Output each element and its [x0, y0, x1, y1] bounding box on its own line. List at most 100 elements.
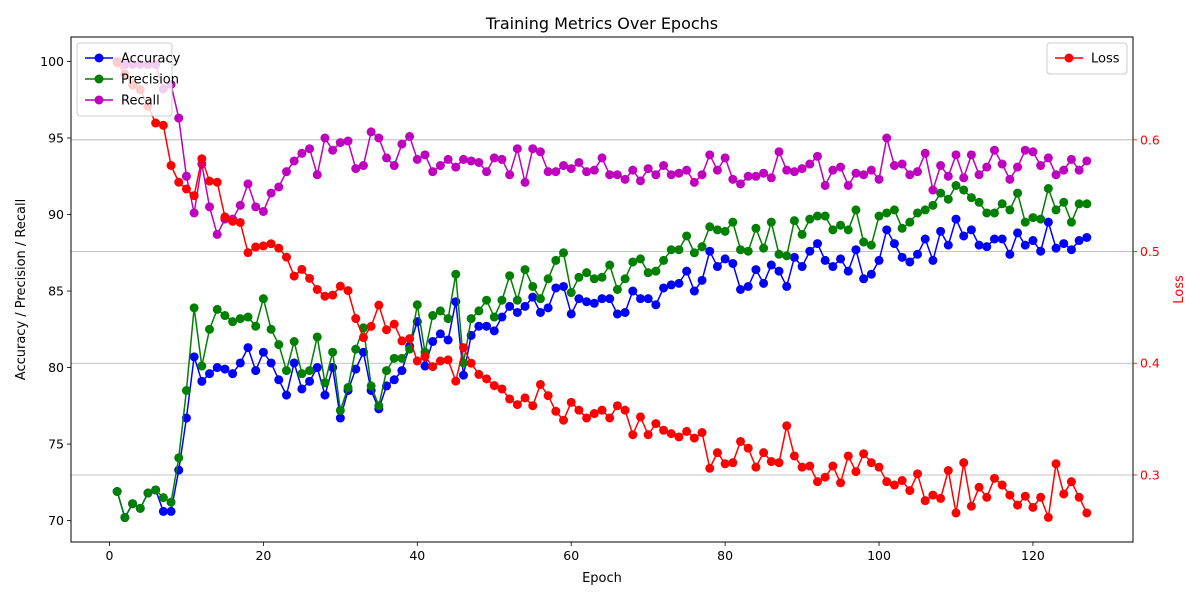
- recall-point: [1051, 170, 1061, 180]
- loss-point: [512, 400, 522, 410]
- loss-point: [258, 241, 268, 251]
- precision-point: [320, 378, 330, 388]
- precision-point: [666, 245, 676, 255]
- precision-point: [805, 214, 815, 224]
- accuracy-point: [697, 275, 707, 285]
- recall-point: [789, 167, 799, 177]
- precision-point: [235, 314, 245, 324]
- loss-point: [489, 381, 499, 391]
- precision-point: [151, 485, 161, 495]
- accuracy-point: [751, 265, 761, 275]
- recall-point: [382, 153, 392, 163]
- recall-point: [389, 161, 399, 171]
- precision-point: [274, 340, 284, 350]
- loss-point: [951, 508, 961, 518]
- precision-point: [874, 211, 884, 221]
- loss-point: [305, 273, 315, 283]
- x-tick-label: 100: [867, 548, 891, 563]
- loss-point: [1036, 492, 1046, 502]
- precision-point: [951, 180, 961, 190]
- recall-point: [320, 133, 330, 143]
- precision-point: [197, 361, 207, 371]
- recall-point: [943, 171, 953, 181]
- recall-point: [328, 145, 338, 155]
- loss-point: [197, 154, 207, 164]
- recall-point: [951, 150, 961, 160]
- recall-point: [335, 138, 345, 148]
- precision-point: [605, 260, 615, 270]
- loss-point: [728, 458, 738, 468]
- recall-point: [1020, 145, 1030, 155]
- recall-point: [812, 151, 822, 161]
- x-tick-label: 60: [563, 548, 579, 563]
- recall-point: [574, 157, 584, 167]
- y-left-tick-label: 100: [40, 54, 64, 69]
- loss-point: [805, 461, 815, 471]
- loss-point: [497, 384, 507, 394]
- accuracy-point: [266, 358, 276, 368]
- accuracy-point: [812, 239, 822, 249]
- precision-point: [836, 220, 846, 230]
- accuracy-point: [620, 307, 630, 317]
- recall-point: [297, 148, 307, 158]
- accuracy-point: [874, 255, 884, 265]
- y-axis-right-title: Loss: [1172, 275, 1187, 304]
- precision-point: [628, 257, 638, 267]
- precision-point: [482, 295, 492, 305]
- precision-point: [712, 225, 722, 235]
- accuracy-point: [828, 262, 838, 272]
- recall-point: [251, 202, 261, 212]
- loss-point: [189, 191, 199, 201]
- precision-point: [612, 285, 622, 294]
- precision-point: [589, 274, 599, 284]
- recall-point: [443, 154, 453, 164]
- precision-point: [789, 216, 799, 226]
- precision-point: [120, 513, 130, 523]
- precision-point: [1028, 213, 1038, 223]
- accuracy-point: [589, 298, 599, 308]
- recall-point: [766, 173, 776, 183]
- loss-point: [620, 405, 630, 415]
- loss-point: [158, 120, 168, 130]
- loss-point: [358, 333, 368, 343]
- precision-point: [343, 382, 353, 392]
- precision-point: [1051, 205, 1061, 215]
- accuracy-point: [759, 278, 769, 288]
- y-left-tick-label: 85: [48, 284, 64, 299]
- accuracy-point: [320, 390, 330, 400]
- loss-point: [789, 451, 799, 461]
- recall-point: [889, 161, 899, 171]
- loss-point: [643, 430, 653, 440]
- recall-point: [851, 168, 861, 178]
- loss-point: [474, 369, 484, 379]
- loss-point: [1043, 512, 1053, 522]
- loss-point: [589, 409, 599, 419]
- recall-point: [697, 170, 707, 180]
- recall-point: [1036, 161, 1046, 171]
- recall-point: [174, 113, 184, 123]
- precision-point: [543, 274, 553, 284]
- loss-point: [435, 356, 445, 366]
- y-right-tick-label: 0.5: [1140, 244, 1160, 259]
- precision-point: [189, 303, 199, 313]
- accuracy-point: [666, 280, 676, 290]
- recall-point: [897, 159, 907, 169]
- accuracy-point: [166, 506, 176, 516]
- recall-point: [874, 174, 884, 184]
- precision-point: [936, 188, 946, 198]
- recall-point: [474, 157, 484, 167]
- precision-point: [651, 266, 661, 276]
- loss-point: [251, 242, 261, 252]
- precision-point: [782, 251, 792, 261]
- accuracy-point: [612, 309, 622, 319]
- recall-point: [974, 170, 984, 180]
- loss-point: [566, 397, 576, 407]
- precision-point: [128, 499, 138, 509]
- recall-point: [420, 150, 430, 160]
- precision-point: [851, 205, 861, 215]
- precision-point: [1043, 184, 1053, 193]
- precision-point: [135, 503, 145, 513]
- loss-point: [759, 448, 769, 458]
- accuracy-point: [443, 335, 453, 345]
- precision-point: [697, 242, 707, 252]
